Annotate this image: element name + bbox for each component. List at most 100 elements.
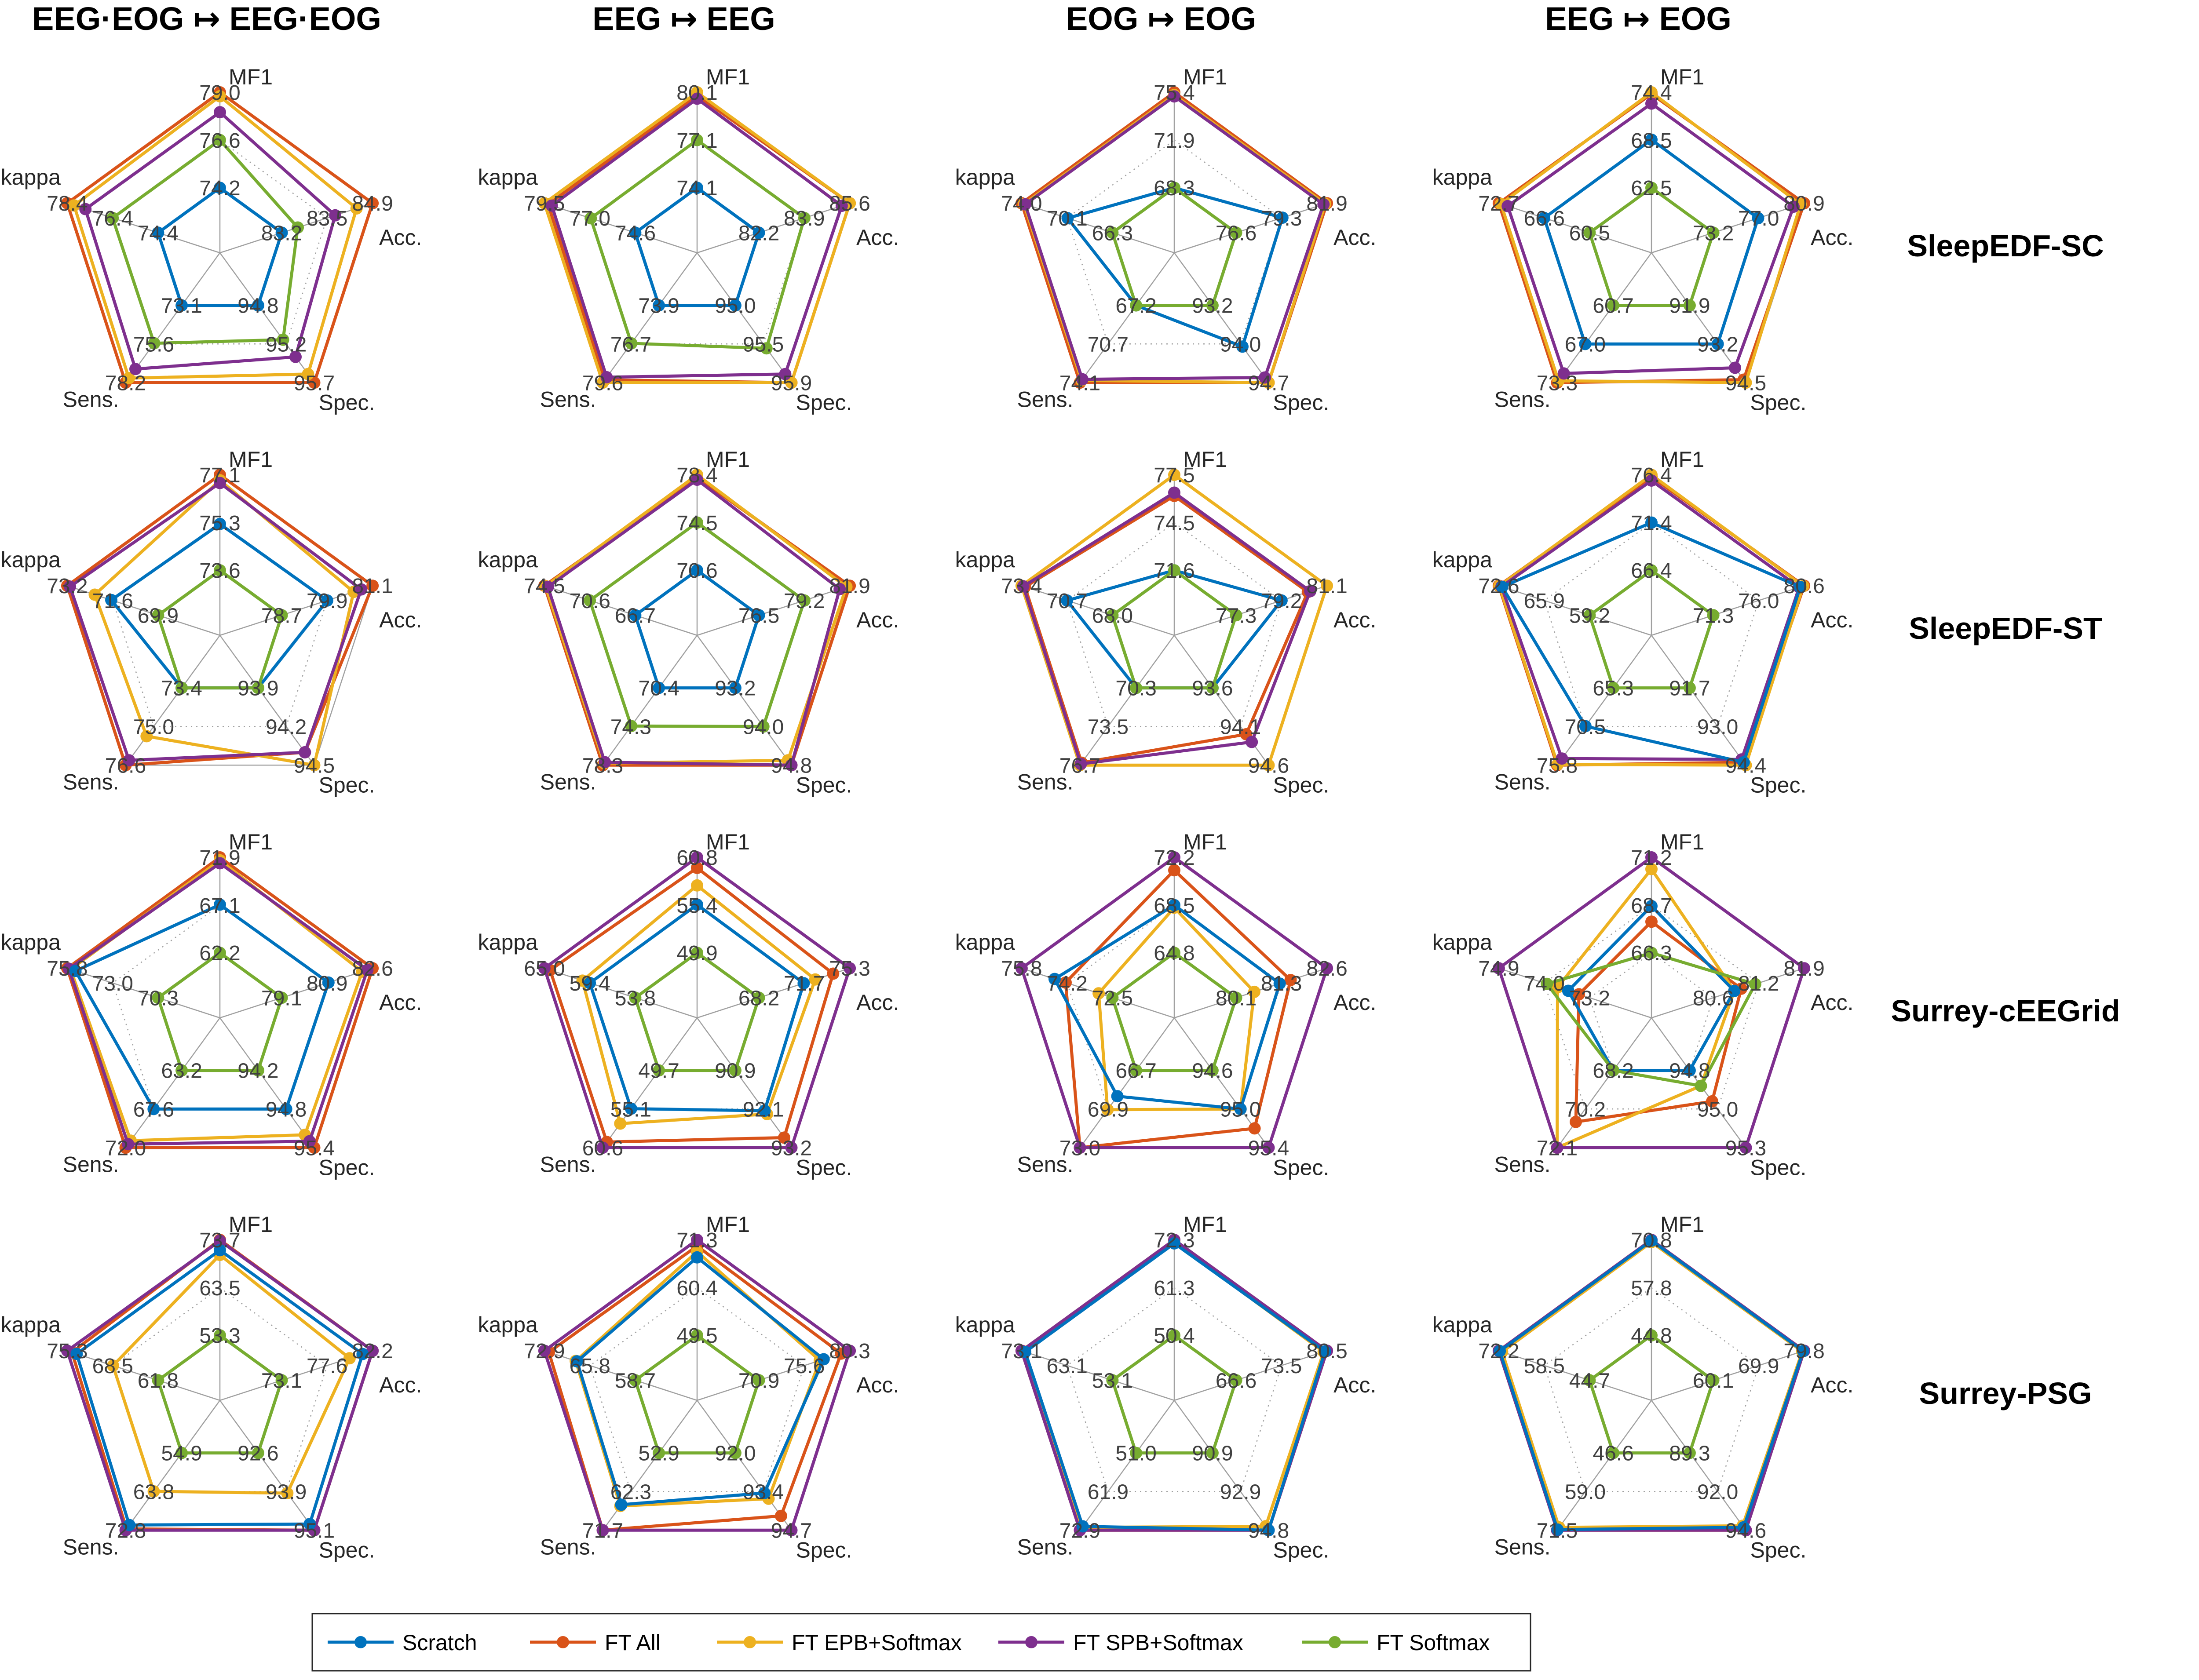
axis-label: MF1: [1660, 65, 1704, 89]
axis-label: Acc.: [1811, 608, 1853, 632]
axis-label: Sens.: [1494, 769, 1551, 794]
data-point: [214, 182, 226, 194]
axis-label: Acc.: [379, 608, 422, 632]
tick-label: 71.6: [1154, 559, 1194, 583]
tick-label: 72.3: [1154, 1229, 1194, 1252]
tick-label: 94.7: [1248, 372, 1289, 395]
tick-label: 83.5: [307, 207, 347, 230]
radar-panel-r2-c1: 73.6 75.3 77.1 78.779.981.1 93.9 94.2 94.5 73.4…: [1, 447, 422, 797]
data-point: [147, 1485, 160, 1498]
data-point: [292, 221, 304, 234]
data-point: [281, 1487, 294, 1499]
data-point: [1273, 977, 1286, 990]
tick-label: 77.1: [199, 464, 240, 487]
data-point: [691, 898, 703, 911]
axis-spoke: [602, 252, 698, 383]
axis-spoke: [125, 252, 221, 383]
tick-label: 71.3: [676, 1229, 717, 1252]
data-point: [778, 1131, 790, 1144]
data-point: [214, 1235, 226, 1247]
tick-label: 63.2: [161, 1060, 202, 1083]
data-point: [691, 851, 703, 864]
tick-label: 77.3: [1216, 604, 1257, 627]
tick-label: 94.2: [266, 715, 307, 739]
tick-label: 79.0: [199, 81, 240, 105]
data-point: [1583, 226, 1596, 239]
radar-panel-r1-c4: 62.5 68.5 74.4 73.277.080.9 91.9 93.2 94.5 60.7…: [1432, 65, 1854, 415]
tick-label: 94.6: [1192, 1060, 1233, 1083]
data-point: [1607, 1447, 1620, 1459]
series-line: [65, 855, 375, 1149]
data-point: [123, 372, 135, 384]
tick-label: 74.3: [610, 715, 651, 739]
axis-spoke: [219, 968, 373, 1019]
tick-label: 69.9: [1738, 1355, 1779, 1378]
tick-label: 94.1: [1220, 715, 1261, 739]
axis-spoke: [1021, 203, 1175, 254]
data-point: [1234, 1103, 1247, 1115]
radar-panel-r4-c3: 50.4 61.3 72.3 66.673.580.5 90.9 92.9 94.8 51.0…: [955, 1212, 1377, 1562]
tick-label: 72.5: [1092, 987, 1133, 1010]
tick-label: 73.2: [1569, 987, 1610, 1010]
axis-label: Acc.: [379, 225, 422, 250]
data-point: [275, 226, 288, 239]
data-point: [1304, 585, 1317, 598]
axis-spoke: [125, 1400, 221, 1531]
axis-spoke: [1498, 1350, 1652, 1401]
series-scratch: [1048, 899, 1286, 1115]
data-point: [252, 681, 264, 694]
axis-label: kappa: [955, 165, 1015, 190]
data-point: [1076, 373, 1089, 386]
legend-marker: [744, 1636, 756, 1648]
data-point: [538, 962, 551, 975]
tick-label: 91.7: [1669, 677, 1710, 700]
tick-label: 62.2: [199, 942, 240, 965]
data-point: [1230, 1374, 1242, 1387]
tick-label: 71.6: [92, 590, 133, 613]
data-point: [625, 1102, 637, 1115]
tick-label: 69.9: [138, 604, 179, 627]
data-point: [1259, 371, 1271, 384]
tick-label: 66.3: [1092, 222, 1133, 245]
tick-label: 90.9: [1192, 1442, 1233, 1465]
series-ft-spb-softmax: [79, 106, 342, 375]
data-point: [1706, 1095, 1718, 1108]
tick-label: 94.8: [266, 1098, 307, 1121]
series-ft-spb-softmax: [545, 92, 848, 383]
data-point: [356, 1348, 369, 1360]
data-point: [366, 579, 379, 592]
data-point: [361, 964, 374, 976]
series-line: [67, 861, 369, 1146]
data-point: [1106, 226, 1119, 239]
data-point: [1492, 962, 1505, 975]
tick-label: 74.2: [1047, 972, 1088, 995]
axis-label: Acc.: [379, 1373, 422, 1397]
axis-label: kappa: [478, 547, 538, 572]
data-point: [1737, 756, 1750, 769]
tick-label: 75.3: [47, 1340, 88, 1363]
data-point: [752, 991, 765, 1004]
tick-label: 66.7: [615, 604, 656, 627]
data-point: [214, 90, 226, 102]
tick-label: 60.7: [1593, 295, 1633, 318]
legend-marker: [354, 1636, 367, 1648]
data-point: [1645, 947, 1658, 959]
series-scratch: [1494, 1234, 1809, 1536]
tick-label: 78.4: [47, 192, 88, 215]
tick-label: 81.1: [1306, 575, 1347, 598]
series-line: [1497, 855, 1806, 1149]
series-line: [1019, 1238, 1329, 1532]
data-point: [1206, 1447, 1219, 1459]
tick-label: 70.1: [1047, 207, 1088, 230]
legend-item-ft-spb-softmax: FT SPB+Softmax: [998, 1630, 1243, 1655]
data-point: [275, 991, 288, 1004]
data-point: [653, 299, 665, 312]
data-point: [68, 199, 80, 212]
tick-label: 67.6: [133, 1098, 174, 1121]
tick-label: 85.6: [829, 192, 870, 215]
data-point: [691, 474, 703, 486]
data-point: [1130, 299, 1143, 312]
axis-label: Sens.: [63, 1534, 119, 1559]
data-point: [1236, 340, 1249, 353]
data-point: [1101, 1103, 1114, 1116]
